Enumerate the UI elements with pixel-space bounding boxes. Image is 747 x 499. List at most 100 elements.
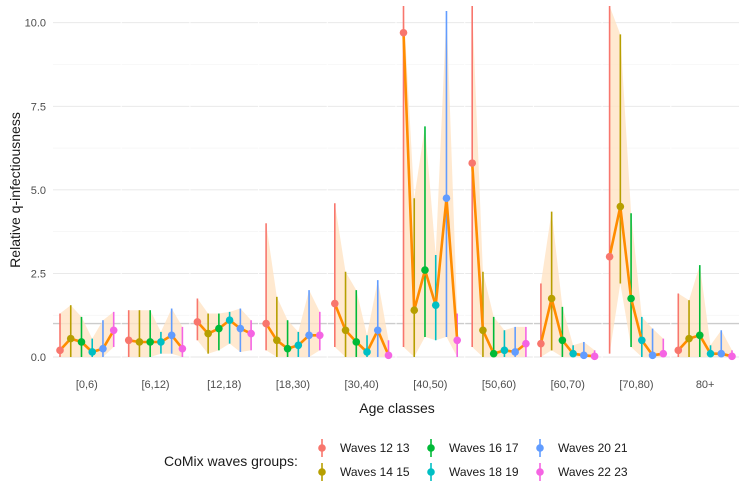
data-point [88, 348, 97, 356]
legend-item: Waves 14 15 [318, 463, 410, 481]
data-point [399, 28, 408, 37]
data-point [352, 338, 361, 346]
data-point [146, 338, 154, 346]
data-point [537, 339, 545, 348]
data-point [193, 318, 202, 326]
data-point [728, 352, 736, 361]
confidence-ribbon [472, 6, 526, 357]
data-point [247, 329, 255, 338]
y-tick-label: 5.0 [31, 185, 46, 197]
legend-label: Waves 20 21 [558, 441, 628, 455]
legend-key-point [536, 468, 544, 476]
y-axis-title: Relative q-infectiousness [7, 112, 23, 268]
data-point [56, 346, 64, 355]
data-point [431, 301, 440, 309]
facet-panel [121, 22, 190, 358]
legend-title: CoMix waves groups: [164, 453, 298, 469]
legend-label: Waves 12 13 [340, 441, 410, 455]
data-point [316, 331, 324, 340]
data-point [590, 352, 599, 361]
data-point [421, 266, 429, 274]
data-point [479, 326, 487, 335]
confidence-ribbon [403, 6, 458, 357]
facet-panel [671, 22, 739, 361]
data-point [109, 326, 118, 335]
x-tick-label: [18,30) [276, 379, 310, 391]
x-axis: [0,6) [6,12) [12,18) [18,30) [30,40) [40,50) [… [76, 379, 715, 391]
facet-panel [602, 6, 671, 360]
y-tick-label: 7.5 [31, 101, 46, 113]
y-tick-label: 10.0 [25, 18, 46, 30]
confidence-ribbon [197, 298, 252, 354]
data-point [695, 331, 704, 340]
legend-item: Waves 18 19 [427, 463, 519, 481]
data-point [66, 334, 75, 343]
data-point [157, 338, 165, 346]
y-tick-label: 0.0 [31, 352, 46, 364]
confidence-ribbon [128, 308, 183, 357]
x-tick-label: [40,50) [413, 379, 447, 391]
x-tick-label: 80+ [696, 379, 715, 391]
legend-key-point [427, 468, 435, 476]
data-point [706, 349, 715, 358]
data-point [135, 338, 144, 346]
facet-panel [396, 6, 465, 358]
data-point [410, 306, 419, 315]
facet-panel [190, 22, 259, 358]
legend-label: Waves 22 23 [558, 465, 628, 479]
data-point [511, 348, 519, 356]
data-point [442, 194, 451, 203]
facet-panel [533, 22, 602, 361]
trend-line [402, 32, 459, 341]
data-point [627, 294, 635, 303]
data-point [453, 336, 462, 345]
data-point [262, 319, 270, 328]
legend-label: Waves 18 19 [449, 465, 519, 479]
x-tick-label: [12,18) [207, 379, 241, 391]
confidence-ribbon [60, 305, 114, 357]
data-point [305, 331, 313, 340]
data-point [225, 316, 234, 325]
legend-label: Waves 16 17 [449, 441, 519, 455]
confidence-ribbon [334, 203, 389, 357]
x-tick-label: [50,60) [482, 379, 516, 391]
data-point [717, 349, 726, 358]
facet-panel [465, 6, 533, 358]
data-point [215, 324, 223, 333]
data-point [273, 336, 281, 345]
confidence-ribbon [266, 223, 320, 357]
data-point [659, 349, 668, 358]
data-point [569, 349, 577, 358]
data-point [616, 202, 625, 211]
y-axis: 0.0 2.5 5.0 7.5 10.0 [25, 18, 46, 364]
data-point [605, 252, 614, 261]
data-point [283, 344, 292, 353]
facet-panels [53, 6, 739, 361]
legend-key-point [427, 444, 435, 452]
data-point [99, 344, 107, 353]
data-point [674, 346, 683, 355]
data-point [236, 324, 245, 333]
data-point [77, 338, 86, 346]
x-axis-title: Age classes [359, 400, 434, 416]
legend-item: Waves 16 17 [427, 439, 519, 457]
legend-label: Waves 14 15 [340, 465, 410, 479]
data-point [648, 351, 657, 360]
legend-key-point [318, 444, 326, 452]
confidence-ribbon [678, 265, 732, 357]
data-point [167, 331, 176, 340]
data-point [294, 341, 303, 350]
legend-item: Waves 12 13 [318, 439, 410, 457]
confidence-ribbon [540, 211, 595, 357]
x-tick-label: [30,40) [345, 379, 379, 391]
data-point [489, 349, 498, 358]
data-point [204, 329, 212, 338]
data-point [522, 339, 530, 348]
data-point [384, 351, 393, 360]
trend-line [333, 303, 390, 356]
data-point [500, 346, 509, 355]
data-point [124, 336, 133, 345]
data-point [547, 294, 556, 303]
legend-item: Waves 20 21 [536, 439, 628, 457]
